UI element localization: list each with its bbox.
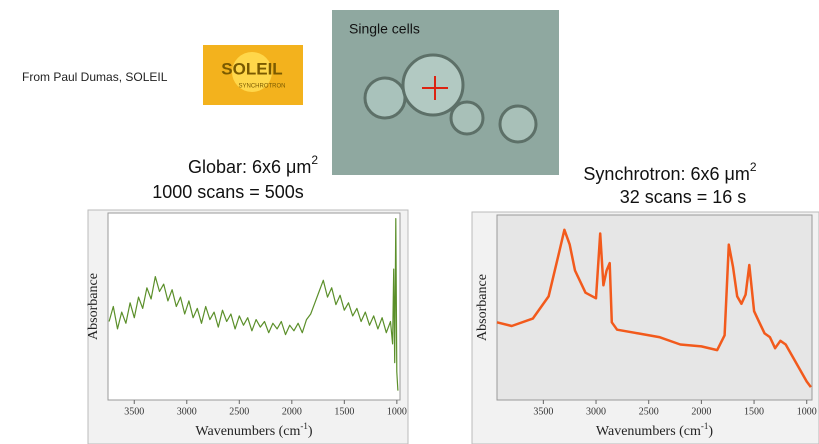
title-text: Synchrotron: 6x6 μm bbox=[583, 164, 749, 184]
x-tick-label: 3000 bbox=[586, 406, 606, 417]
chart-subtitle: 1000 scans = 500s bbox=[152, 182, 304, 202]
x-tick-label: 3500 bbox=[124, 406, 144, 417]
x-tick-label: 1000 bbox=[387, 406, 407, 417]
x-tick-label: 1500 bbox=[744, 406, 764, 417]
title-text: Globar: 6x6 μm bbox=[188, 157, 311, 177]
chart-title: Synchrotron: 6x6 μm2 bbox=[583, 160, 756, 184]
photo: Single cells bbox=[332, 10, 559, 175]
x-label-end: ) bbox=[708, 424, 713, 439]
spectrum-line bbox=[496, 228, 812, 388]
y-axis-label: Absorbance bbox=[86, 273, 101, 340]
x-label-text: Wavenumbers (cm bbox=[195, 424, 300, 439]
x-tick-label: 2000 bbox=[691, 406, 711, 417]
x-tick-label: 3000 bbox=[177, 406, 197, 417]
x-label-end: ) bbox=[308, 424, 313, 439]
credit: From Paul Dumas, SOLEIL bbox=[22, 70, 168, 84]
x-label-sup: -1 bbox=[300, 421, 308, 431]
x-axis-label: Wavenumbers (cm-1) bbox=[596, 421, 714, 439]
logo: SOLEIL SYNCHROTRON bbox=[203, 45, 303, 105]
x-tick-label: 2500 bbox=[639, 406, 659, 417]
plot-area bbox=[496, 214, 813, 401]
y-axis-label: Absorbance bbox=[475, 274, 490, 341]
x-label-sup: -1 bbox=[701, 421, 709, 431]
spectrum-line bbox=[108, 218, 399, 391]
title-sup: 2 bbox=[750, 160, 757, 174]
x-tick-label: 2000 bbox=[282, 406, 302, 417]
x-tick-label: 3500 bbox=[533, 406, 553, 417]
x-label-text: Wavenumbers (cm bbox=[596, 424, 701, 439]
logo-text: SOLEIL bbox=[221, 59, 282, 78]
chart-subtitle: 32 scans = 16 s bbox=[620, 187, 747, 207]
title-sup: 2 bbox=[311, 153, 318, 167]
chart-title: Globar: 6x6 μm2 bbox=[188, 153, 318, 177]
x-tick-label: 1000 bbox=[797, 406, 817, 417]
x-axis-label: Wavenumbers (cm-1) bbox=[195, 421, 313, 439]
plot-area bbox=[107, 212, 401, 401]
photo-label: Single cells bbox=[349, 21, 420, 37]
logo-sub: SYNCHROTRON bbox=[238, 84, 285, 90]
x-tick-label: 1500 bbox=[334, 406, 354, 417]
x-tick-label: 2500 bbox=[229, 406, 249, 417]
